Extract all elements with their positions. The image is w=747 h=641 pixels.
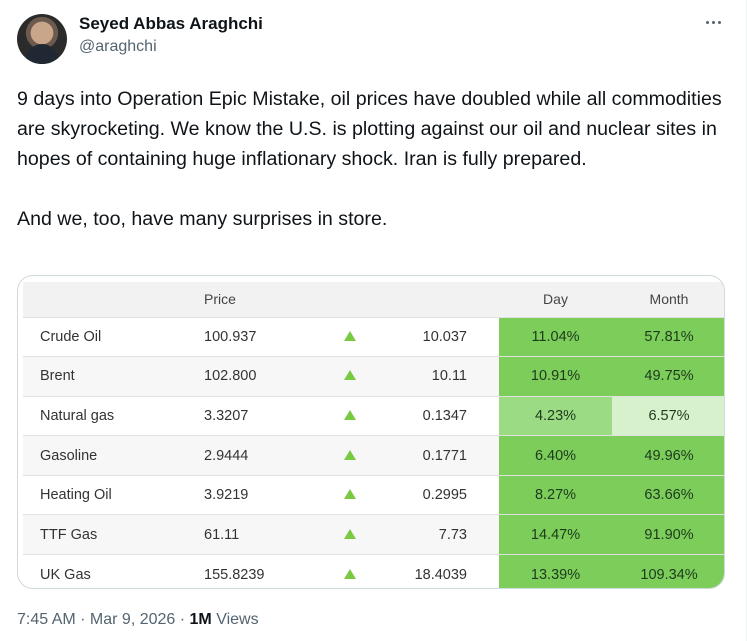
- views-count: 1M: [189, 611, 212, 628]
- more-options-icon[interactable]: [700, 12, 726, 32]
- commodity-name: TTF Gas: [40, 526, 98, 543]
- commodity-price: 102.800: [204, 368, 257, 385]
- author-name[interactable]: Seyed Abbas Araghchi: [79, 14, 263, 33]
- header-month: Month: [649, 291, 689, 308]
- commodity-change: 10.11: [431, 368, 467, 385]
- commodity-change: 7.73: [438, 526, 467, 543]
- commodity-name: Crude Oil: [40, 328, 102, 345]
- author-handle[interactable]: @araghchi: [79, 38, 157, 55]
- commodity-name: Natural gas: [40, 407, 115, 424]
- table-header-row: Price Day Month: [23, 282, 724, 317]
- commodity-change: 0.1347: [422, 407, 467, 424]
- trend-cell: [310, 436, 404, 476]
- table-row: TTF Gas 61.11 7.73 14.47% 91.90%: [23, 514, 724, 555]
- triangle-up-icon: [344, 568, 356, 579]
- tweet-date[interactable]: Mar 9, 2026: [89, 611, 176, 628]
- commodity-change: 0.1771: [422, 447, 467, 464]
- triangle-up-icon: [344, 370, 356, 381]
- views-label: Views: [216, 611, 259, 628]
- tweet-paragraph: 9 days into Operation Epic Mistake, oil …: [17, 88, 722, 170]
- table-row: Gasoline 2.9444 0.1771 6.40% 49.96%: [23, 435, 724, 476]
- attached-image[interactable]: Price Day Month Crude Oil 100.937 10.037 11…: [17, 275, 725, 589]
- header-change: [404, 282, 499, 317]
- commodity-name: Heating Oil: [40, 487, 112, 504]
- triangle-up-icon: [344, 528, 356, 539]
- commodity-change: 18.4039: [414, 566, 467, 583]
- commodity-change: 10.037: [422, 328, 467, 345]
- commodity-name: Brent: [40, 368, 75, 385]
- tweet-time[interactable]: 7:45 AM: [17, 611, 76, 628]
- trend-cell: [310, 515, 404, 555]
- commodities-table: Price Day Month Crude Oil 100.937 10.037 11…: [23, 282, 724, 588]
- header-price: Price: [204, 291, 236, 308]
- table-row: Heating Oil 3.9219 0.2995 8.27% 63.66%: [23, 475, 724, 515]
- commodity-price: 2.9444: [204, 447, 249, 464]
- header-name: [23, 282, 186, 317]
- trend-cell: [310, 555, 404, 588]
- triangle-up-icon: [344, 449, 356, 460]
- trend-cell: [310, 317, 404, 357]
- commodity-price: 155.8239: [204, 566, 265, 583]
- day-change: 8.27%: [499, 475, 612, 515]
- tweet-paragraph: And we, too, have many surprises in stor…: [17, 208, 388, 230]
- table-row: Brent 102.800 10.11 10.91% 49.75%: [23, 356, 724, 397]
- triangle-up-icon: [344, 489, 356, 500]
- commodity-price: 100.937: [204, 328, 257, 345]
- day-change: 13.39%: [499, 554, 612, 588]
- trend-cell: [310, 357, 404, 397]
- commodity-price: 61.11: [204, 526, 240, 543]
- month-change: 57.81%: [612, 317, 724, 357]
- commodity-price: 3.3207: [204, 407, 249, 424]
- month-change: 91.90%: [612, 514, 724, 555]
- header-day: Day: [543, 291, 568, 308]
- commodity-price: 3.9219: [204, 487, 249, 504]
- day-change: 10.91%: [499, 356, 612, 397]
- month-change: 49.75%: [612, 356, 724, 397]
- day-change: 14.47%: [499, 514, 612, 555]
- day-change: 11.04%: [499, 317, 612, 357]
- day-change: 6.40%: [499, 435, 612, 476]
- trend-cell: [310, 475, 404, 515]
- month-change: 49.96%: [612, 435, 724, 476]
- avatar[interactable]: [17, 14, 67, 64]
- commodity-name: UK Gas: [40, 566, 91, 583]
- month-change: 6.57%: [612, 396, 724, 436]
- commodity-change: 0.2995: [422, 487, 467, 504]
- month-change: 109.34%: [612, 554, 724, 588]
- table-row: Natural gas 3.3207 0.1347 4.23% 6.57%: [23, 396, 724, 436]
- month-change: 63.66%: [612, 475, 724, 515]
- trend-cell: [310, 396, 404, 436]
- table-row: Crude Oil 100.937 10.037 11.04% 57.81%: [23, 317, 724, 357]
- table-row: UK Gas 155.8239 18.4039 13.39% 109.34%: [23, 554, 724, 588]
- tweet-meta: 7:45 AM · Mar 9, 2026 · 1M Views: [17, 611, 259, 628]
- header-arrow: [310, 282, 404, 317]
- triangle-up-icon: [344, 330, 356, 341]
- tweet-text: 9 days into Operation Epic Mistake, oil …: [17, 84, 729, 234]
- commodity-name: Gasoline: [40, 447, 98, 464]
- triangle-up-icon: [344, 409, 356, 420]
- day-change: 4.23%: [499, 396, 612, 436]
